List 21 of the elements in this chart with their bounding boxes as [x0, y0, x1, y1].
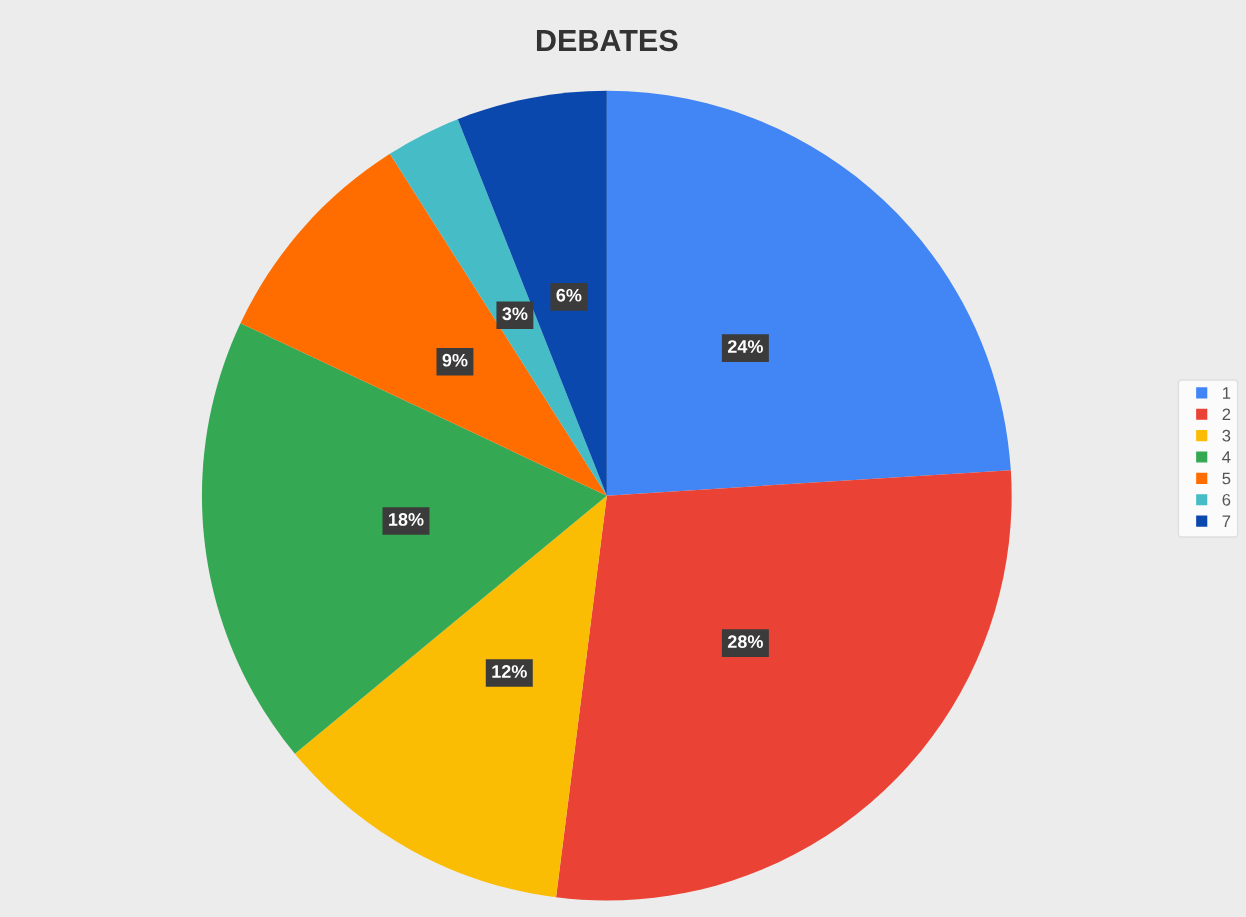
data-label: 28% [727, 635, 763, 649]
data-label: 6% [556, 288, 582, 302]
data-label: 12% [492, 665, 527, 678]
data-label: 9% [442, 353, 468, 367]
legend-label: 1 [1223, 387, 1231, 399]
pie-slice [606, 90, 1011, 496]
data-label: 3% [502, 307, 528, 321]
chart-title: DEBATES [536, 29, 678, 52]
pie-slice [294, 495, 607, 898]
data-label: 24% [727, 340, 763, 353]
legend-label: 2 [1222, 408, 1231, 421]
data-label: 18% [389, 513, 424, 526]
legend-label: 5 [1222, 472, 1231, 485]
pie-slice [202, 323, 607, 754]
legend-label: 6 [1222, 493, 1231, 506]
legend-label: 3 [1222, 429, 1231, 442]
legend-label: 4 [1222, 451, 1231, 463]
legend-label: 7 [1222, 515, 1231, 527]
pie-slice [240, 153, 607, 496]
pie-slice [556, 470, 1012, 901]
pie-slice [389, 119, 607, 496]
